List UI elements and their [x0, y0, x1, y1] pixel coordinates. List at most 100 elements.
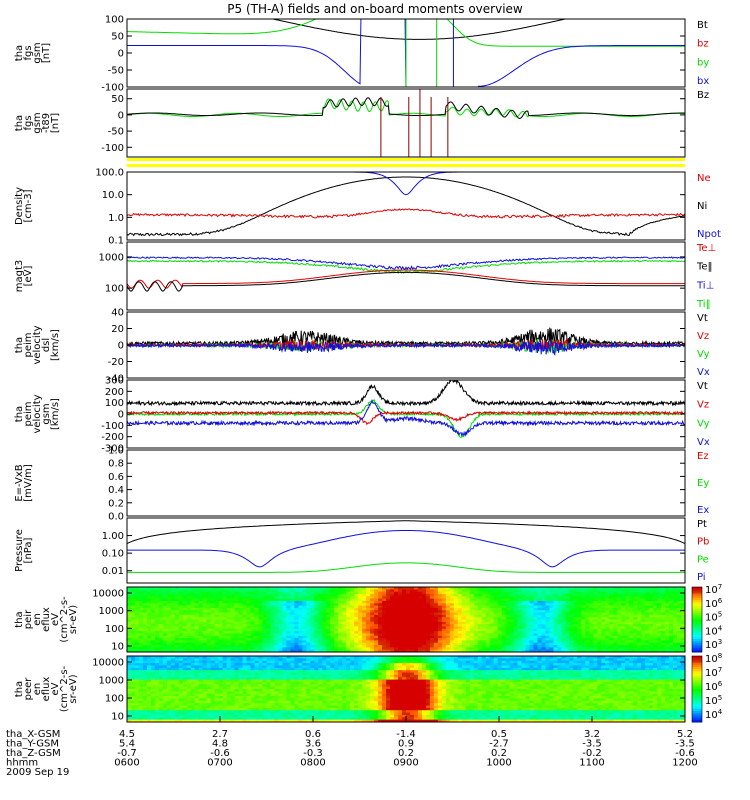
spec-cell — [254, 640, 260, 644]
spec-cell — [613, 647, 618, 651]
ylabel-line: eV — [50, 613, 61, 626]
spec-cell — [306, 612, 311, 616]
spec-cell — [354, 607, 359, 611]
spec-cell — [533, 610, 539, 614]
spec-cell — [633, 628, 638, 632]
spec-cell — [130, 698, 136, 702]
spec-cell — [218, 665, 224, 669]
spec-cell — [677, 591, 682, 595]
spec-cell — [677, 647, 682, 651]
spec-cell — [505, 647, 511, 651]
legend-Ti‖: Ti‖ — [696, 299, 711, 310]
spec-cell — [322, 610, 327, 614]
spec-cell — [234, 689, 240, 692]
spec-cell — [573, 589, 578, 593]
spec-cell — [485, 612, 491, 616]
spec-cell — [190, 707, 196, 711]
spec-cell — [358, 619, 363, 623]
spec-cell — [461, 589, 467, 593]
spec-cell — [445, 603, 451, 607]
spec-cell — [370, 617, 375, 621]
ylabel-line: tha — [14, 45, 25, 61]
spec-cell — [653, 638, 658, 641]
spec-cell — [194, 600, 200, 604]
spec-cell — [649, 628, 654, 632]
spec-cell — [461, 642, 467, 646]
spec-cell — [585, 619, 590, 623]
spec-cell — [433, 645, 439, 648]
colorbar-cell — [692, 626, 702, 629]
spec-cell — [150, 589, 156, 593]
spec-cell — [565, 635, 571, 639]
spec-cell — [266, 593, 272, 597]
spec-cell — [513, 587, 519, 590]
spec-cell — [334, 598, 339, 602]
spec-cell — [170, 658, 176, 662]
spec-cell — [194, 707, 200, 711]
spec-cell — [437, 621, 443, 625]
spec-cell — [681, 633, 685, 637]
spec-cell — [601, 626, 606, 630]
spec-cell — [621, 605, 626, 609]
spec-cell — [326, 607, 331, 611]
spec-cell — [621, 635, 626, 639]
spec-cell — [210, 631, 216, 635]
spec-cell — [302, 621, 307, 625]
spec-cell — [354, 605, 359, 609]
ylabel-line: eflux — [41, 607, 52, 632]
spec-cell — [194, 624, 200, 628]
spec-cell — [274, 612, 280, 616]
spec-cell — [425, 587, 431, 590]
spec-cell — [545, 628, 551, 632]
spec-cell — [425, 617, 431, 621]
spec-cell — [202, 679, 208, 683]
spec-cell — [390, 587, 395, 590]
spec-cell — [298, 645, 303, 648]
spec-cell — [637, 619, 642, 623]
spec-cell — [306, 621, 311, 625]
panel-peir_spec-marks — [127, 587, 685, 652]
spec-cell — [477, 642, 483, 646]
spec-cell — [198, 679, 204, 683]
spec-cell — [222, 598, 228, 602]
spec-cell — [398, 642, 403, 646]
spec-cell — [398, 619, 403, 623]
spec-cell — [134, 628, 140, 632]
spec-cell — [146, 587, 152, 590]
spec-cell — [406, 649, 411, 652]
spec-cell — [150, 614, 156, 618]
spec-cell — [134, 681, 140, 685]
spec-cell — [186, 658, 192, 662]
spec-cell — [441, 649, 447, 652]
spec-cell — [593, 626, 598, 630]
spec-cell — [326, 591, 331, 595]
spec-cell — [198, 672, 204, 676]
spec-cell — [214, 598, 220, 602]
spec-cell — [409, 610, 415, 614]
spec-cell — [485, 610, 491, 614]
spec-cell — [178, 665, 184, 669]
spec-cell — [585, 617, 590, 621]
spec-cell — [190, 607, 196, 611]
spec-cell — [158, 631, 164, 635]
spec-cell — [226, 696, 232, 700]
spec-cell — [517, 607, 523, 611]
spec-cell — [382, 649, 387, 652]
spec-cell — [254, 617, 260, 621]
spec-cell — [382, 614, 387, 618]
spec-cell — [429, 605, 435, 609]
spec-cell — [601, 621, 606, 625]
spec-cell — [394, 633, 399, 637]
spec-cell — [134, 624, 140, 628]
spec-cell — [366, 614, 371, 618]
spec-cell — [326, 645, 331, 648]
spec-cell — [585, 614, 590, 618]
spec-cell — [637, 612, 642, 616]
spec-cell — [186, 649, 192, 652]
spec-cell — [561, 621, 567, 625]
spec-cell — [358, 589, 363, 593]
spec-cell — [581, 610, 586, 614]
spec-cell — [625, 645, 630, 648]
spec-cell — [154, 605, 160, 609]
spec-cell — [374, 621, 379, 625]
